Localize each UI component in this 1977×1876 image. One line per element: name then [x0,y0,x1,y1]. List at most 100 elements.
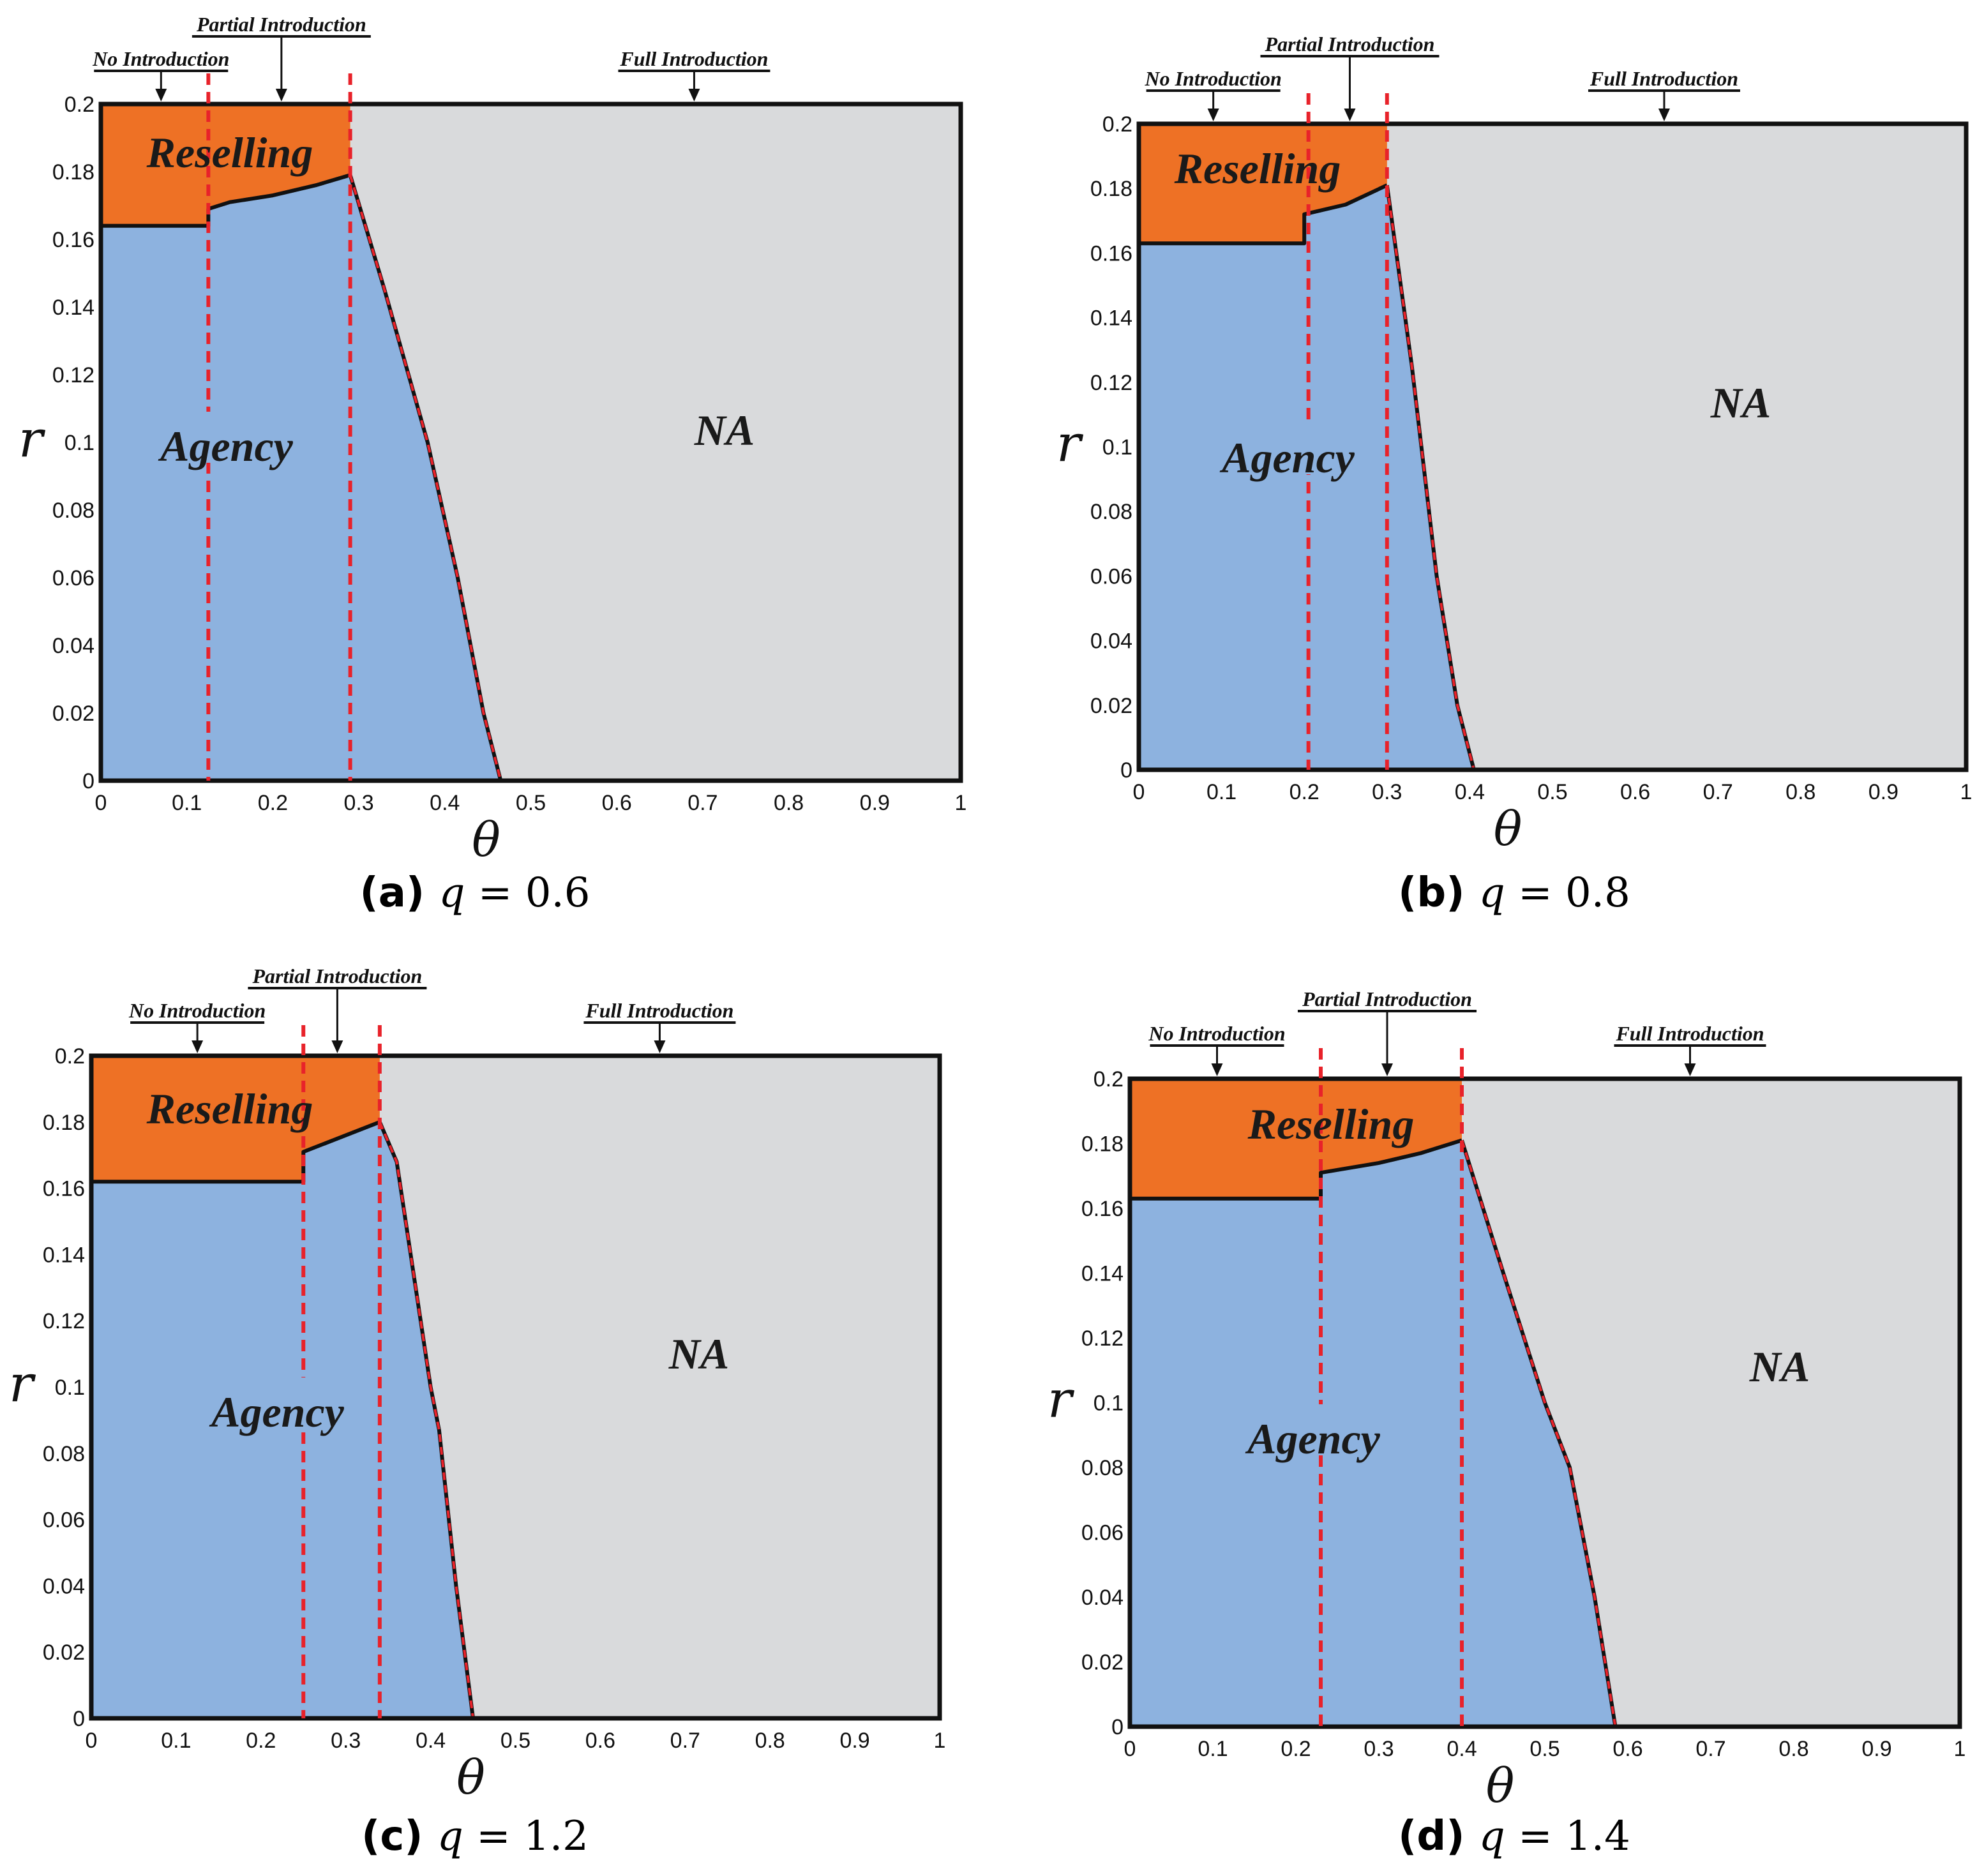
x-tick-label: 0.2 [258,791,288,815]
y-tick-label: 0.12 [52,363,94,387]
panel-caption: (d) q = 1.4 [1398,1813,1630,1860]
chart-panel-d: Reselling Agency NA 0 0.02 0.04 0.06 0.08 0.1 0.1… [1048,987,1966,1860]
caption-variable: q [437,1813,476,1860]
y-tick-label: 0.18 [52,160,94,184]
x-axis-title: θ [1486,1759,1515,1813]
x-tick-label: 0.5 [1537,780,1567,804]
y-axis-title: r [1048,1370,1075,1429]
x-tick-label: 0.3 [331,1729,361,1753]
y-tick-label: 0.2 [1102,112,1132,137]
y-tick-label: 0.04 [52,634,94,658]
y-tick-label: 0.14 [52,296,94,320]
x-tick-label: 0.4 [430,791,460,815]
caption-value: = 0.6 [478,869,590,917]
y-tick-label: 0.14 [1081,1262,1124,1286]
y-tick-label: 0.1 [1094,1392,1124,1416]
region-label-na: NA [1710,379,1771,427]
y-tick-label: 0.04 [1081,1586,1124,1610]
annotation-arrow-head [192,1040,204,1053]
plot-frame [98,101,963,783]
x-tick-label: 0.9 [1861,1737,1891,1761]
annotation-arrow-head [1207,109,1219,121]
y-tick-label: 0.08 [43,1442,85,1466]
y-tick-label: 0.2 [1094,1067,1124,1092]
annotation-arrow-head [1684,1063,1696,1076]
annotation-arrow-head [688,89,700,101]
annotation-arrow-head [331,1040,343,1053]
y-tick-label: 0.16 [1090,241,1132,266]
x-tick-label: 0.3 [343,791,373,815]
agency-na-threshold-line [1461,1139,1617,1727]
y-tick-label: 0.02 [1081,1651,1124,1675]
annotation-arrow-head [654,1040,666,1053]
x-tick-label: 0.9 [839,1729,869,1753]
x-tick-label: 0.7 [1695,1737,1725,1761]
x-tick-label: 0.2 [1289,780,1319,804]
panel-caption: (a) q = 0.6 [359,869,590,917]
y-tick-label: 0.08 [52,499,94,523]
caption-variable: q [439,869,477,917]
annotation-arrow-head [155,89,167,101]
y-tick-label: 0.12 [43,1309,85,1333]
y-tick-label: 0.18 [1081,1132,1124,1157]
panel-caption: (c) q = 1.2 [361,1813,589,1860]
x-tick-label: 0.8 [774,791,804,815]
y-tick-label: 0.08 [1090,500,1132,524]
annotation-no-introduction: No Introduction [92,47,229,70]
x-tick-label: 0.3 [1372,780,1402,804]
y-tick-label: 0.08 [1081,1456,1124,1480]
reselling-agency-boundary [91,1120,380,1184]
y-tick-label: 0.12 [1090,371,1132,395]
y-tick-label: 0.1 [1102,435,1132,460]
annotation-arrow-head [1381,1063,1393,1076]
caption-value: = 1.4 [1518,1813,1630,1860]
y-tick-label: 0.06 [1081,1521,1124,1545]
x-tick-label: 0.9 [860,791,890,815]
region-label-agency: Agency [1219,433,1355,482]
y-tick-label: 0.14 [43,1243,85,1267]
region-label-na: NA [694,406,755,454]
x-tick-label: 0.6 [602,791,632,815]
annotation-partial-introduction: Partial Introduction [1265,33,1435,56]
reselling-region [91,1056,380,1182]
x-tick-label: 0.5 [1530,1737,1560,1761]
y-tick-label: 0 [1111,1715,1124,1739]
plot-frame [1127,1076,1962,1729]
annotation-arrow-head [275,89,287,101]
x-axis-title: θ [472,813,500,867]
agency-region [101,175,501,781]
annotation-no-introduction: No Introduction [1148,1022,1285,1045]
region-label-reselling: Reselling [146,128,313,177]
y-tick-label: 0.18 [43,1111,85,1135]
x-tick-label: 0 [1133,780,1145,804]
region-label-reselling: Reselling [146,1084,313,1133]
reselling-region [101,104,350,226]
x-tick-label: 0.7 [670,1729,700,1753]
chart-panel-b: Reselling Agency NA 0 0.02 0.04 0.06 0.08 0.1 0.1… [1056,33,1973,917]
x-tick-label: 0 [86,1729,98,1753]
y-tick-label: 0.2 [55,1044,85,1069]
annotation-no-introduction: No Introduction [128,999,266,1022]
x-tick-label: 0 [1124,1737,1136,1761]
caption-value: = 0.8 [1518,869,1630,917]
region-label-agency: Agency [209,1388,345,1436]
y-tick-label: 0 [1120,758,1132,783]
x-tick-label: 1 [955,791,967,815]
x-tick-label: 1 [1960,780,1973,804]
y-tick-label: 0.16 [1081,1197,1124,1221]
y-tick-label: 0.14 [1090,306,1132,331]
annotation-partial-introduction: Partial Introduction [196,13,366,36]
annotation-full-introduction: Full Introduction [1615,1022,1764,1045]
y-tick-label: 0.16 [52,228,94,252]
x-tick-label: 0.4 [416,1729,446,1753]
x-axis-title: θ [1494,802,1522,857]
agency-na-threshold-line [349,174,502,781]
y-tick-label: 0.1 [64,431,94,455]
region-label-agency: Agency [1245,1415,1381,1463]
region-label-na: NA [1749,1342,1810,1391]
x-tick-label: 0.6 [585,1729,615,1753]
panel-caption: (b) q = 0.8 [1398,869,1630,917]
x-tick-label: 0.1 [161,1729,191,1753]
y-tick-label: 0.2 [64,93,94,117]
